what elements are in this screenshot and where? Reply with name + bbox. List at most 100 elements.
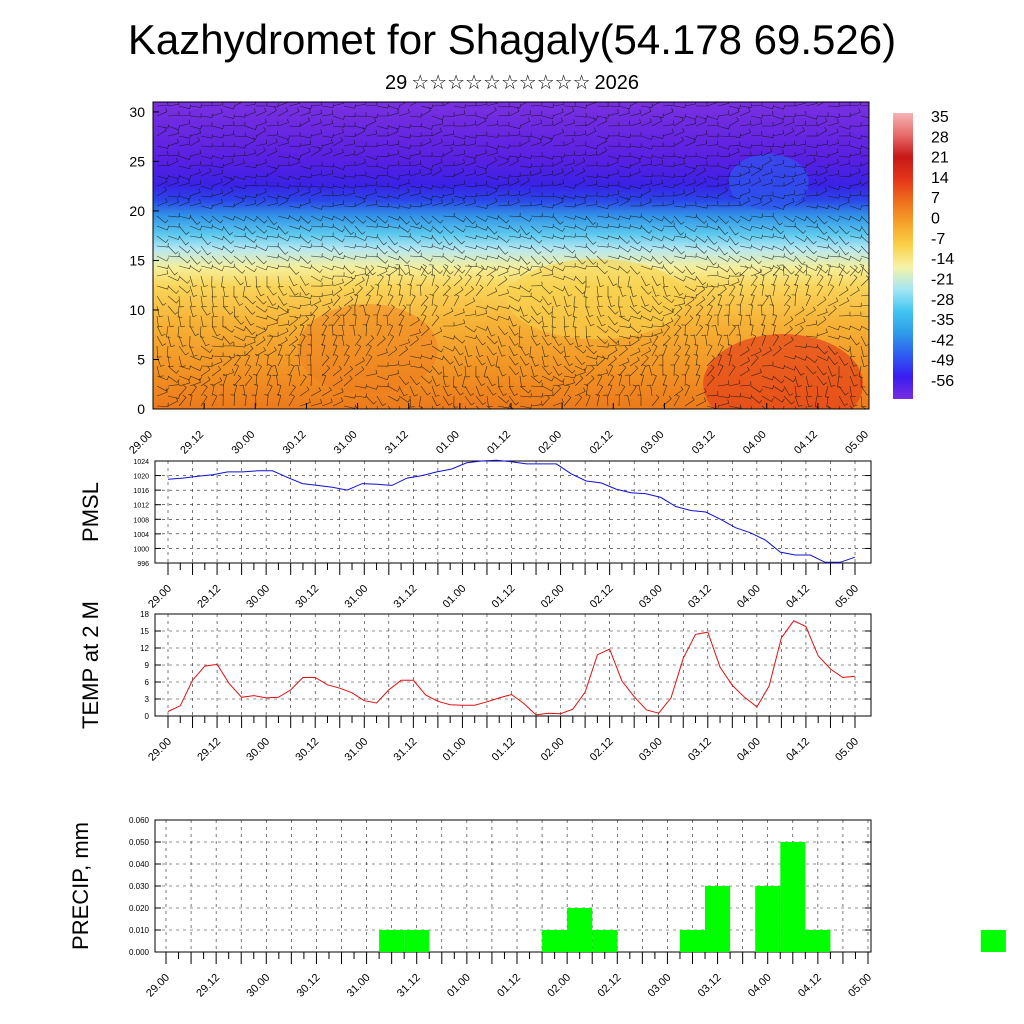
wind-barb xyxy=(321,202,334,207)
wind-barb xyxy=(629,356,640,367)
wind-barb xyxy=(724,314,730,327)
wind-barb xyxy=(277,285,288,296)
wind-barb xyxy=(420,225,433,233)
wind-barb xyxy=(838,140,851,147)
wind-barb xyxy=(233,151,246,157)
wind-barb xyxy=(640,235,653,241)
wind-barb xyxy=(662,162,675,167)
wind-barb xyxy=(497,255,510,262)
wind-barb xyxy=(849,108,861,117)
y-tick-label: 1020 xyxy=(133,474,149,481)
wind-barb xyxy=(200,161,213,167)
wind-barb xyxy=(242,285,247,298)
wind-barb xyxy=(673,299,686,307)
y-tick-label: 1024 xyxy=(133,459,149,466)
wind-barb xyxy=(849,265,862,274)
wind-barb xyxy=(816,284,823,297)
wind-barb xyxy=(420,294,429,307)
wind-barb xyxy=(717,354,722,367)
wind-barb xyxy=(706,405,719,409)
wind-barb xyxy=(453,150,466,157)
wind-barb xyxy=(651,328,663,337)
wind-barb xyxy=(728,141,741,147)
wind-barb xyxy=(805,215,818,224)
wind-barb xyxy=(431,127,443,137)
wind-barb xyxy=(398,108,410,117)
wind-barb xyxy=(816,244,829,249)
wind-barb xyxy=(211,357,223,367)
wind-barb xyxy=(519,188,531,197)
wind-barb xyxy=(838,286,849,297)
wind-barb xyxy=(365,180,378,187)
wind-barb xyxy=(727,344,733,357)
wind-barb xyxy=(607,223,620,228)
wind-barb xyxy=(365,113,378,119)
wind-barb xyxy=(739,163,752,168)
wind-barb xyxy=(662,199,675,207)
wind-barb xyxy=(585,315,595,327)
wind-barb xyxy=(541,385,554,392)
wind-barb xyxy=(464,255,477,262)
wind-barb xyxy=(343,225,355,235)
wind-barb xyxy=(673,114,686,119)
wind-barb xyxy=(266,242,279,248)
wind-barb xyxy=(794,365,805,376)
wind-barb xyxy=(662,173,675,178)
wind-barb xyxy=(772,159,785,167)
wind-barb xyxy=(794,375,802,387)
wind-barb xyxy=(673,394,680,407)
wind-barb xyxy=(827,284,835,297)
wind-barb xyxy=(673,275,686,282)
wind-barb xyxy=(166,325,171,338)
wind-barb xyxy=(860,205,869,207)
wind-barb xyxy=(651,264,664,269)
wind-barb xyxy=(233,175,246,180)
wind-barb xyxy=(486,305,499,311)
wind-barb xyxy=(530,382,543,388)
wind-barb xyxy=(530,212,543,218)
wind-barb xyxy=(299,140,312,147)
wind-barb xyxy=(307,334,312,347)
wind-barb xyxy=(332,136,344,147)
wind-barb xyxy=(640,354,649,367)
wind-barb xyxy=(673,203,686,208)
wind-barb xyxy=(651,394,660,407)
wind-barb xyxy=(607,158,619,167)
wind-barb xyxy=(684,304,692,317)
wind-barb xyxy=(398,360,411,367)
wind-barb xyxy=(541,155,554,160)
wind-barb xyxy=(739,225,752,231)
wind-barb xyxy=(376,274,384,287)
wind-barb xyxy=(365,385,378,390)
wind-barb xyxy=(387,125,400,130)
colorbar-label: -7 xyxy=(931,231,945,248)
x-tick-label: 30.00 xyxy=(229,429,257,457)
wind-barb xyxy=(585,200,598,207)
wind-barb xyxy=(860,405,867,409)
wind-barb xyxy=(293,364,301,377)
precip-bar xyxy=(805,930,831,952)
wind-barb xyxy=(200,362,213,367)
wind-barb xyxy=(739,107,751,117)
wind-barb xyxy=(783,215,796,223)
wind-barb xyxy=(200,376,211,387)
wind-barb xyxy=(618,109,630,117)
wind-barb xyxy=(233,354,241,367)
wind-barb xyxy=(695,296,706,307)
wind-barb xyxy=(486,325,496,337)
wind-barb xyxy=(404,264,411,277)
x-tick-label: 01.00 xyxy=(441,583,469,611)
wind-barb xyxy=(462,375,467,388)
wind-barb xyxy=(376,223,389,229)
wind-barb xyxy=(816,265,829,274)
wind-barb xyxy=(431,245,444,250)
wind-barb xyxy=(683,334,689,347)
wind-barb xyxy=(793,284,799,297)
wind-barb xyxy=(409,160,422,167)
wind-barb xyxy=(673,344,682,357)
wind-barb xyxy=(321,169,334,177)
wind-barb xyxy=(618,341,631,347)
wind-barb xyxy=(662,235,675,242)
x-tick-label: 29.12 xyxy=(195,583,223,611)
wind-barb xyxy=(541,345,549,358)
